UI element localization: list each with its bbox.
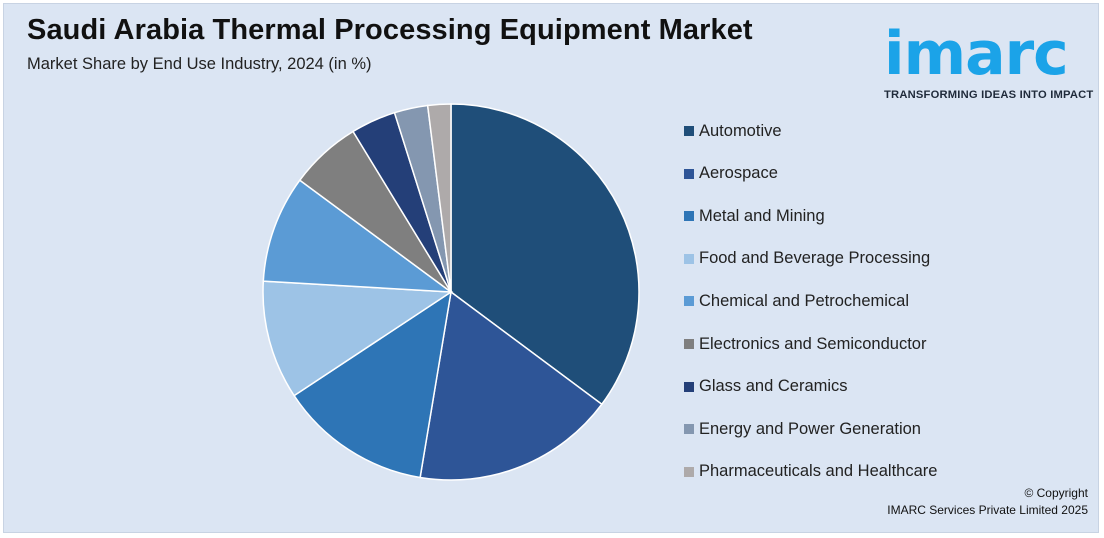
- legend-item: Automotive: [684, 120, 782, 142]
- legend-swatch: [684, 211, 694, 222]
- copyright-notice: © Copyright IMARC Services Private Limit…: [887, 485, 1088, 519]
- pie-slice-metal-and-mining: [293, 290, 453, 479]
- legend-item: Electronics and Semiconductor: [684, 333, 926, 355]
- legend-item: Pharmaceuticals and Healthcare: [684, 461, 937, 483]
- legend-item: Chemical and Petrochemical: [684, 290, 909, 312]
- legend-label: Aerospace: [699, 164, 778, 183]
- legend-swatch: [684, 126, 694, 136]
- legend-item: Energy and Power Generation: [684, 418, 921, 440]
- legend-label: Electronics and Semiconductor: [699, 334, 927, 353]
- legend-swatch: [684, 424, 694, 435]
- chart-title: Saudi Arabia Thermal Processing Equipmen…: [27, 14, 753, 46]
- legend-label: Metal and Mining: [699, 206, 825, 225]
- copyright-line: © Copyright: [1024, 486, 1088, 500]
- pie-slice-automotive: [450, 103, 640, 406]
- legend-label: Glass and Ceramics: [699, 377, 848, 396]
- legend-label: Pharmaceuticals and Healthcare: [699, 462, 938, 481]
- legend-label: Automotive: [699, 121, 782, 140]
- legend-item: Aerospace: [684, 163, 778, 185]
- pie-slice-aerospace: [419, 290, 603, 481]
- logo-tagline: TRANSFORMING IDEAS INTO IMPACT: [884, 89, 1094, 101]
- legend-label: Energy and Power Generation: [699, 419, 921, 438]
- pie-slice-pharmaceuticals-and-healthcare: [426, 103, 452, 293]
- legend-swatch: [684, 168, 694, 179]
- legend-swatch: [684, 466, 694, 477]
- legend-swatch: [684, 296, 694, 307]
- legend-swatch: [684, 339, 694, 349]
- legend-swatch: [684, 381, 694, 392]
- pie-slice-chemical-and-petrochemical: [262, 179, 454, 293]
- legend-item: Metal and Mining: [684, 205, 825, 227]
- legend-label: Food and Beverage Processing: [699, 249, 931, 268]
- logo-wordmark: imarc: [884, 19, 1069, 89]
- imarc-logo: imarc TRANSFORMING IDEAS INTO IMPACT: [878, 12, 1093, 107]
- legend-label: Chemical and Petrochemical: [699, 291, 910, 310]
- legend-item: Glass and Ceramics: [684, 376, 848, 398]
- chart-subtitle: Market Share by End Use Industry, 2024 (…: [27, 55, 372, 73]
- legend-item: Food and Beverage Processing: [684, 248, 930, 270]
- copyright-owner: IMARC Services Private Limited 2025: [887, 503, 1088, 517]
- legend-swatch: [684, 253, 694, 264]
- pie-slice-food-and-beverage-processing: [262, 280, 454, 397]
